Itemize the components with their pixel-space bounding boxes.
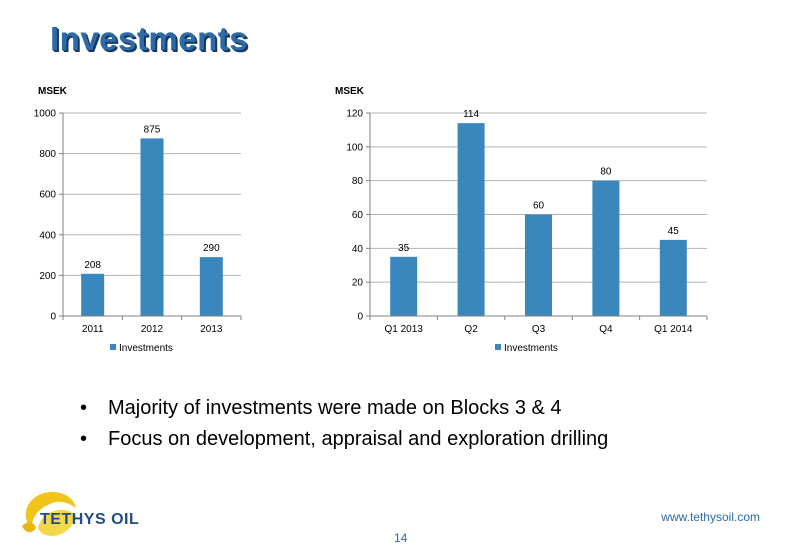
legend-label: Investments xyxy=(504,343,558,354)
data-label: 290 xyxy=(203,243,220,254)
x-tick-label: Q1 2014 xyxy=(654,324,693,335)
bar xyxy=(199,257,223,316)
bar xyxy=(81,273,105,316)
page-number: 14 xyxy=(394,531,408,545)
legend-swatch xyxy=(495,344,501,350)
bar xyxy=(140,138,164,316)
legend-label: Investments xyxy=(119,343,173,354)
y-tick-label: 20 xyxy=(352,278,364,289)
y-unit-label: MSEK xyxy=(38,86,68,97)
data-label: 114 xyxy=(463,109,479,120)
data-label: 208 xyxy=(84,260,101,271)
bar xyxy=(390,256,418,316)
x-tick-label: 2012 xyxy=(141,324,164,335)
x-tick-label: Q1 2013 xyxy=(385,324,424,335)
y-tick-label: 80 xyxy=(352,176,364,187)
bullet-item: Majority of investments were made on Blo… xyxy=(80,397,608,420)
x-tick-label: Q2 xyxy=(464,324,478,335)
bar xyxy=(525,214,552,316)
y-tick-label: 600 xyxy=(39,190,56,201)
tethys-oil-globe-logo xyxy=(22,492,77,536)
investments-annual-chart: MSEK 0 200 400 600 800 1000 208 2011 875 2012 290 20… xyxy=(34,86,242,354)
slide-title: Investments xyxy=(50,20,249,57)
y-tick-label: 800 xyxy=(39,149,56,160)
bullet-item: Focus on development, appraisal and expl… xyxy=(80,428,608,451)
bar xyxy=(457,123,485,317)
y-tick-label: 1000 xyxy=(34,109,57,120)
data-label: 60 xyxy=(533,201,545,212)
y-tick-label: 100 xyxy=(346,142,363,153)
bullet-list: Majority of investments were made on Blo… xyxy=(80,397,608,459)
y-unit-label: MSEK xyxy=(335,86,365,97)
y-tick-label: 60 xyxy=(352,210,364,221)
data-label: 875 xyxy=(144,124,161,135)
investments-quarterly-chart: MSEK 0 20 40 60 80 100 120 35 Q1 2013 114 Q2 60 Q3 80 Q… xyxy=(335,86,708,354)
x-tick-label: 2011 xyxy=(82,324,104,335)
website-link[interactable]: www.tethysoil.com xyxy=(661,510,760,524)
y-tick-label: 0 xyxy=(357,312,363,323)
bar xyxy=(659,239,687,316)
legend-swatch xyxy=(110,344,116,350)
y-tick-label: 120 xyxy=(346,109,363,120)
data-label: 35 xyxy=(398,243,410,254)
y-tick-label: 0 xyxy=(50,312,56,323)
x-tick-label: Q4 xyxy=(599,324,613,335)
data-label: 45 xyxy=(668,226,680,237)
x-tick-label: 2013 xyxy=(200,324,223,335)
y-tick-label: 200 xyxy=(39,271,56,282)
data-label: 80 xyxy=(600,167,612,178)
y-tick-label: 40 xyxy=(352,244,364,255)
y-tick-label: 400 xyxy=(39,230,56,241)
bar xyxy=(592,180,620,316)
x-tick-label: Q3 xyxy=(532,324,546,335)
company-name: TETHYS OIL xyxy=(40,511,140,528)
